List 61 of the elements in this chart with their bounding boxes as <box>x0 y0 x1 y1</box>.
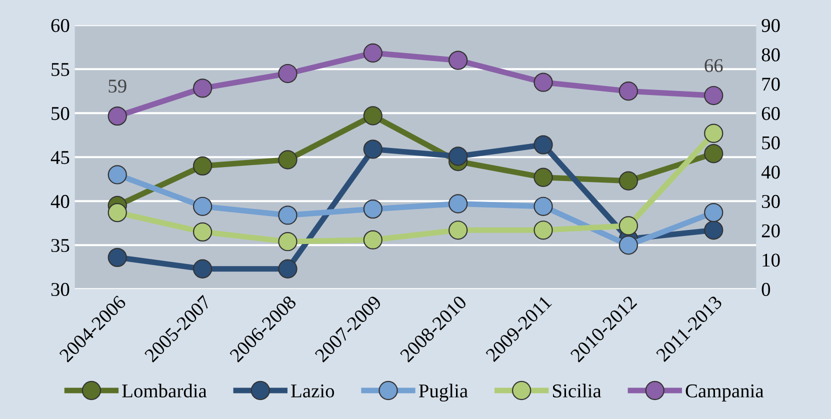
point <box>278 206 298 225</box>
point <box>618 171 638 190</box>
y-tick-label: 50 <box>52 106 70 120</box>
point <box>534 196 553 216</box>
data-label: 59 <box>108 80 126 93</box>
point <box>704 202 724 222</box>
data-label: 66 <box>704 59 723 72</box>
y-tick-label: 45 <box>50 151 70 164</box>
point <box>278 232 298 252</box>
point <box>108 106 127 126</box>
legend-label: Lazio <box>291 384 334 398</box>
point <box>704 220 724 240</box>
y2-tick-label: 60 <box>762 106 780 120</box>
point <box>534 135 553 154</box>
legend-label: Lombardia <box>122 384 207 398</box>
legend-label: Campania <box>686 384 764 402</box>
point <box>192 156 212 176</box>
point <box>618 236 638 255</box>
point <box>192 222 212 242</box>
point <box>534 220 553 240</box>
point <box>704 144 724 164</box>
y2-tick-label: 40 <box>761 166 780 179</box>
y2-tick-label: 0 <box>762 282 770 296</box>
point <box>534 168 553 187</box>
y2-tick-label: 50 <box>762 136 780 150</box>
y2-tick-label: 80 <box>762 48 780 62</box>
point <box>363 140 382 159</box>
point <box>363 106 382 126</box>
point <box>363 199 382 219</box>
point <box>278 259 298 278</box>
legend-label: Puglia <box>418 384 468 402</box>
y-tick-label: 55 <box>52 63 70 76</box>
point <box>448 194 468 214</box>
point <box>448 50 468 70</box>
y2-tick-label: 30 <box>762 194 780 208</box>
point <box>108 165 127 184</box>
point <box>704 124 724 143</box>
point <box>108 248 127 268</box>
point <box>704 86 724 106</box>
y2-tick-label: 70 <box>762 78 780 91</box>
point <box>278 64 298 84</box>
y-tick-label: 30 <box>51 282 70 296</box>
point <box>363 43 382 63</box>
point <box>618 82 638 101</box>
point <box>192 196 212 216</box>
y2-tick-label: 20 <box>762 224 780 238</box>
point <box>448 220 468 240</box>
point <box>192 78 212 98</box>
y-tick-label: 60 <box>51 18 70 32</box>
point <box>108 202 127 222</box>
point <box>363 230 382 250</box>
point <box>618 216 638 236</box>
point <box>448 146 468 166</box>
point <box>278 150 298 170</box>
legend-label: Sicilia <box>553 384 602 398</box>
point <box>192 259 212 278</box>
y2-tick-label: 10 <box>762 254 780 267</box>
y-tick-label: 40 <box>50 194 70 208</box>
y2-tick-label: 90 <box>762 18 780 32</box>
y-tick-label: 35 <box>51 238 70 252</box>
point <box>534 72 553 92</box>
